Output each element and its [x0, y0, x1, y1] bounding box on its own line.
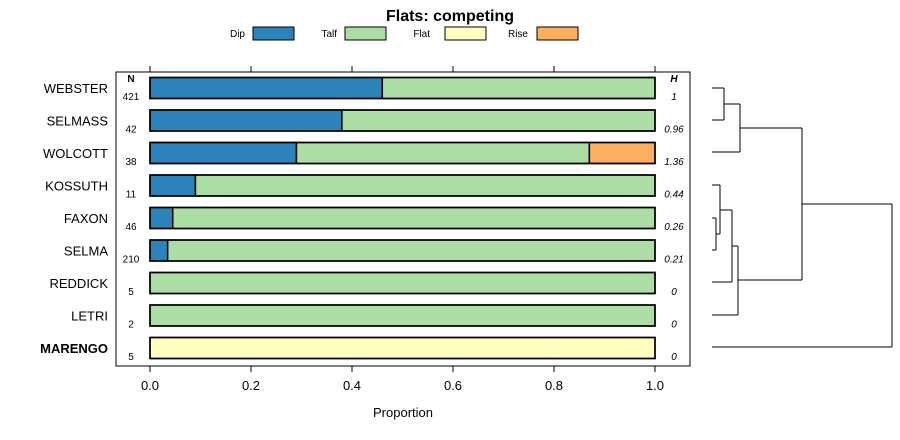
x-tick-label: 0.2: [242, 378, 260, 393]
bar-frame-selmass: [149, 109, 656, 132]
category-label-letri: LETRI: [71, 309, 108, 324]
bar-frame-kossuth: [149, 174, 656, 197]
category-label-webster: WEBSTER: [44, 81, 108, 96]
bar-selmass-dip: [149, 109, 343, 132]
h-value-marengo: 0: [671, 352, 677, 363]
n-value-selma: 210: [123, 255, 140, 266]
category-label-wolcott: WOLCOTT: [43, 146, 108, 161]
x-tick-label: 1.0: [646, 378, 664, 393]
bar-letri-talf: [149, 304, 656, 327]
category-label-faxon: FAXON: [64, 211, 108, 226]
dendrogram: [712, 87, 893, 348]
n-value-kossuth: 11: [126, 190, 137, 201]
h-value-wolcott: 1.36: [664, 157, 684, 168]
bar-wolcott-dip: [149, 141, 298, 165]
legend-swatch-flat: [444, 26, 487, 41]
h-value-selma: 0.21: [664, 255, 683, 266]
legend-label-rise: Rise: [508, 29, 528, 40]
bar-wolcott-rise: [588, 141, 656, 165]
bars: [149, 76, 656, 360]
legend-label-flat: Flat: [413, 29, 430, 40]
bar-marengo-flat: [149, 336, 656, 360]
bar-selma-talf: [166, 239, 656, 262]
n-value-letri: 2: [128, 320, 134, 331]
bar-frame-marengo: [149, 336, 656, 360]
h-value-reddick: 0: [671, 287, 677, 298]
bar-selmass-talf: [341, 109, 656, 132]
x-tick-label: 0.4: [343, 378, 361, 393]
bar-webster-talf: [381, 76, 656, 100]
n-value-wolcott: 38: [125, 157, 137, 168]
legend-label-talf: Talf: [321, 29, 337, 40]
legend-label-dip: Dip: [230, 29, 245, 40]
h-column-header: H: [670, 74, 678, 85]
legend-swatch-rise: [536, 26, 579, 41]
h-value-selmass: 0.96: [664, 125, 684, 136]
bar-selma-dip: [149, 239, 169, 262]
x-tick-label: 0.0: [141, 378, 159, 393]
row-labels: N H WEBSTER 421 1 SELMASS 42 0.96 WOLCOTT 38 1.36 K…: [40, 74, 684, 363]
bar-wolcott-talf: [295, 141, 591, 165]
n-value-reddick: 5: [128, 287, 134, 298]
bar-kossuth-dip: [149, 174, 197, 197]
category-label-selma: SELMA: [64, 244, 108, 259]
h-value-letri: 0: [671, 320, 677, 331]
bar-kossuth-talf: [194, 174, 656, 197]
bar-frame-reddick: [149, 271, 656, 295]
x-axis-label: Proportion: [373, 405, 433, 420]
bar-frame-webster: [149, 76, 656, 100]
chart-title: Flats: competing: [386, 8, 514, 25]
x-axis: 0.0 0.2 0.4 0.6 0.8 1.0: [141, 66, 664, 393]
bar-frame-selma: [149, 239, 656, 262]
n-value-webster: 421: [123, 92, 140, 103]
bar-reddick-talf: [149, 271, 656, 295]
bar-frame-faxon: [149, 206, 656, 230]
bar-faxon-talf: [171, 206, 656, 230]
category-label-selmass: SELMASS: [47, 114, 109, 129]
n-value-marengo: 5: [128, 352, 134, 363]
category-label-reddick: REDDICK: [49, 276, 108, 291]
n-value-selmass: 42: [125, 125, 137, 136]
category-label-kossuth: KOSSUTH: [45, 179, 108, 194]
n-column-header: N: [127, 74, 134, 85]
bar-frame-wolcott: [149, 141, 656, 165]
legend: Dip Talf Flat Rise: [230, 26, 579, 41]
x-tick-label: 0.6: [444, 378, 462, 393]
h-value-faxon: 0.26: [664, 222, 684, 233]
category-label-marengo: MARENGO: [40, 341, 108, 356]
bar-faxon-dip: [149, 206, 174, 230]
legend-swatch-talf: [344, 26, 387, 41]
legend-swatch-dip: [252, 26, 295, 41]
plot-panel: [115, 71, 691, 367]
bar-webster-dip: [149, 76, 384, 100]
bar-frame-letri: [149, 304, 656, 327]
x-tick-label: 0.8: [545, 378, 563, 393]
h-value-kossuth: 0.44: [664, 190, 684, 201]
n-value-faxon: 46: [125, 222, 137, 233]
h-value-webster: 1: [671, 92, 677, 103]
